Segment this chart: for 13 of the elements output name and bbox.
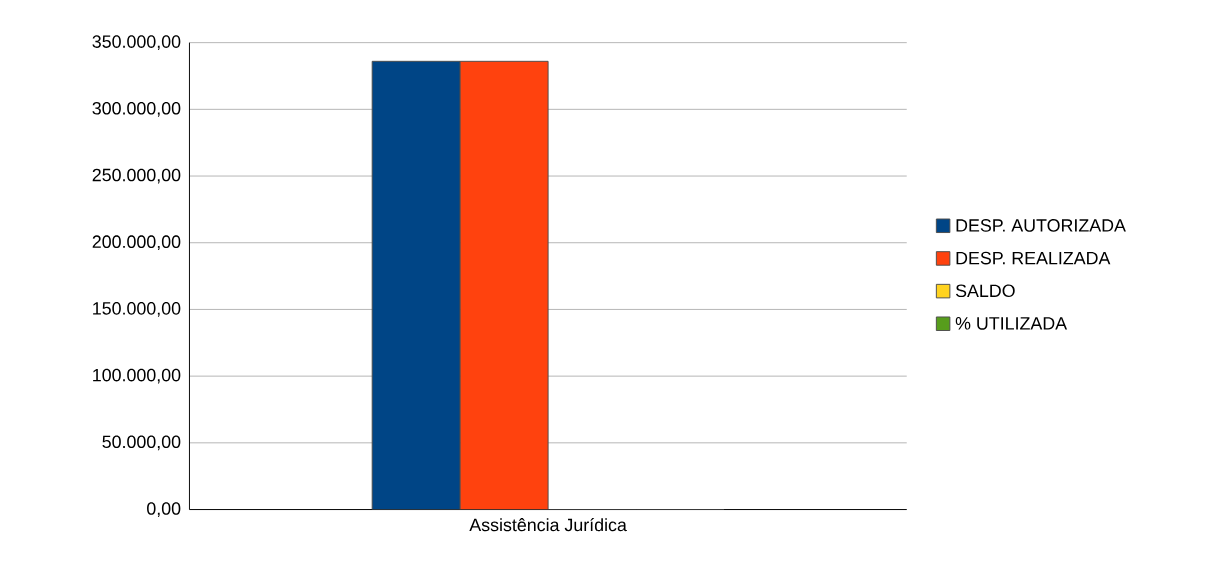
y-tick-label: 250.000,00 [92,168,181,184]
legend-label: DESP. AUTORIZADA [956,219,1126,232]
y-tick-label: 350.000,00 [92,35,181,50]
y-tick-label: 300.000,00 [92,101,181,117]
y-tick-label: 100.000,00 [93,368,181,384]
legend-label: DESP. REALIZADA [956,251,1111,265]
y-tick-label: 200.000,00 [92,235,181,251]
x-tick-label: Assistência Jurídica [469,517,627,532]
y-tick-label: 50.000,00 [102,435,181,451]
legend-label: SALDO [955,284,1015,297]
legend-label: % UTILIZADA [955,317,1068,330]
y-tick-label: 0,00 [147,502,181,517]
y-tick-label: 150.000,00 [93,301,181,317]
